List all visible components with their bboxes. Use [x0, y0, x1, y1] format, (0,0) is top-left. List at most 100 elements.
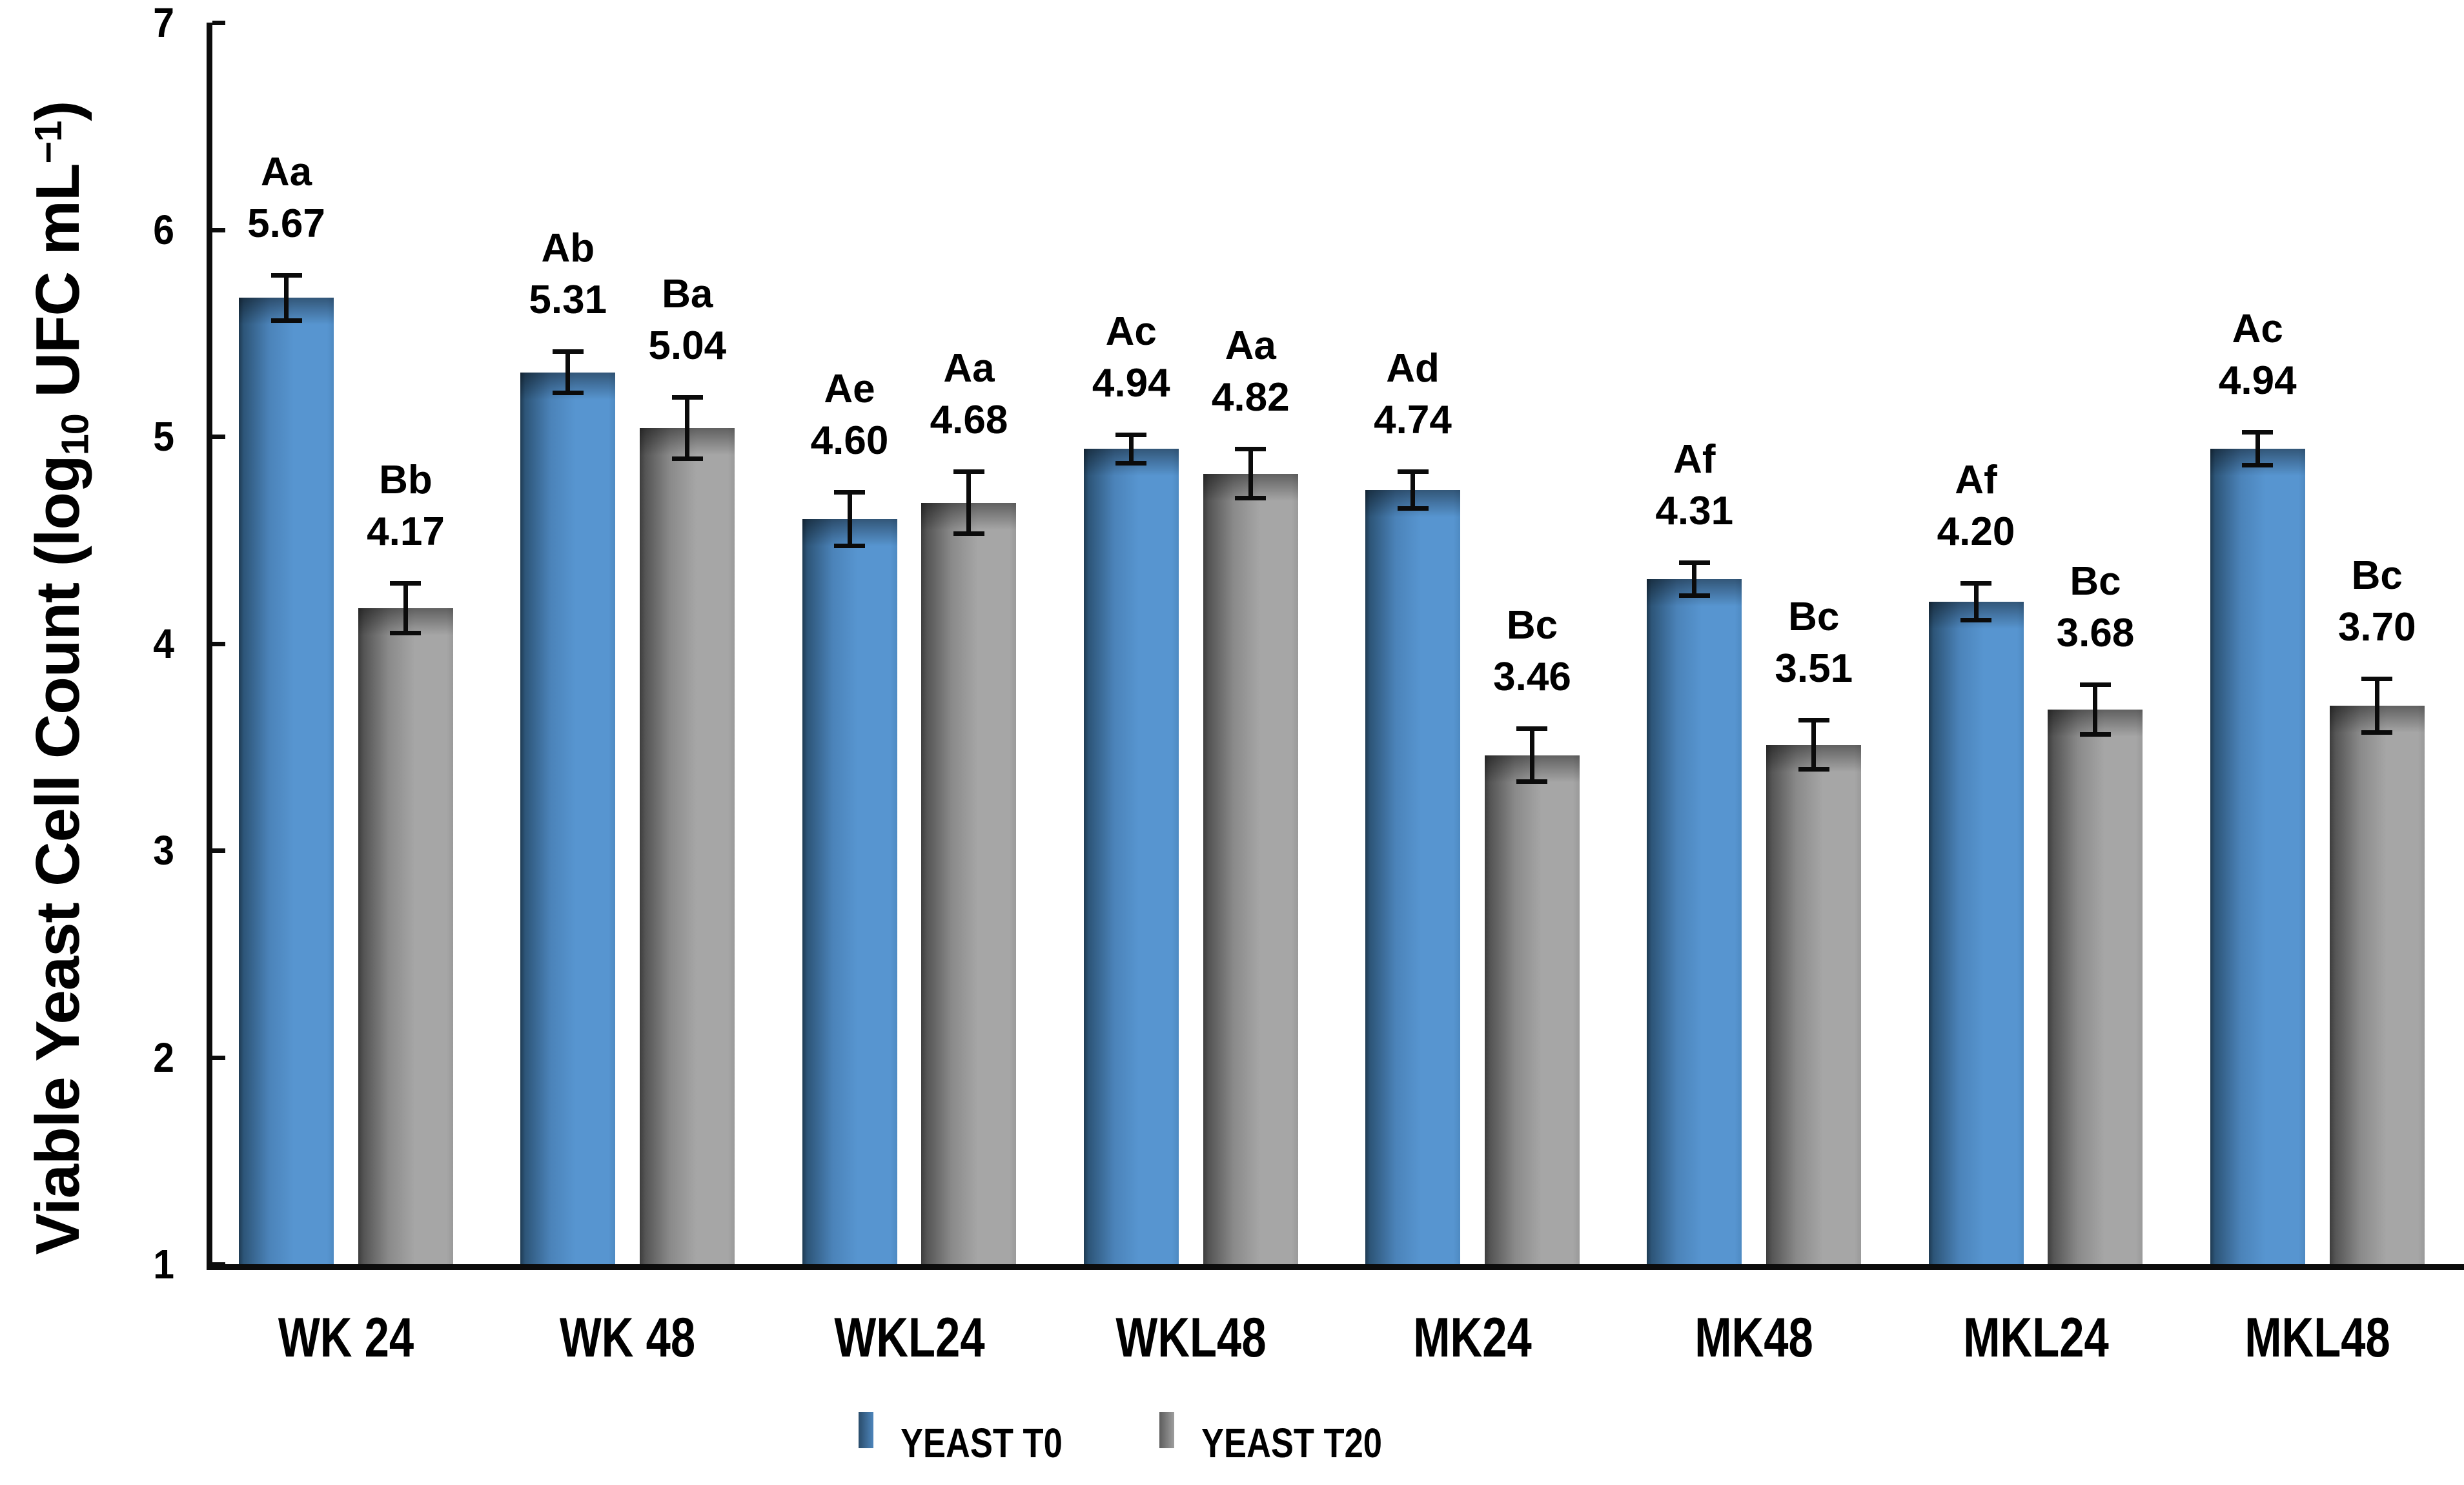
y-tick-label: 2 — [153, 1034, 174, 1081]
error-bar — [830, 490, 869, 549]
y-tick-label: 4 — [153, 620, 174, 667]
y-axis-title-close: ) — [23, 101, 92, 121]
error-bar — [1394, 469, 1432, 511]
bar-value-label: Aa 4.82 — [1141, 320, 1360, 424]
bar-value-label: Aa 5.67 — [177, 147, 396, 250]
significance-letters: Bc — [1506, 602, 1558, 648]
error-bar-cap-top — [1397, 469, 1429, 475]
error-bar-cap-bottom — [1798, 767, 1829, 772]
y-tick — [212, 227, 225, 232]
error-bar-line — [2374, 676, 2379, 735]
error-bar-line — [565, 349, 571, 395]
error-bar — [267, 272, 306, 323]
bar-yeast-t20 — [1203, 473, 1298, 1264]
bar-value: 4.68 — [930, 398, 1008, 443]
significance-letters: Bb — [379, 458, 433, 503]
error-bar-line — [1410, 469, 1416, 511]
y-tick — [212, 21, 225, 25]
significance-letters: Ac — [2232, 307, 2283, 352]
bar-yeast-t0 — [1083, 449, 1179, 1264]
bar-value: 3.46 — [1493, 654, 1571, 699]
error-bar-cap-top — [1235, 447, 1267, 452]
error-bar-cap-bottom — [1235, 496, 1267, 501]
error-bar-line — [1973, 581, 1979, 623]
error-bar — [386, 581, 425, 635]
error-bar-line — [1248, 447, 1253, 501]
bar-value-label: Bc 3.46 — [1422, 600, 1642, 703]
error-bar-line — [1692, 560, 1697, 598]
error-bar-line — [1811, 717, 1817, 772]
x-tick-label: WK 48 — [560, 1307, 696, 1369]
significance-letters: Ab — [541, 226, 595, 271]
error-bar-cap-top — [953, 469, 984, 475]
error-bar-cap-bottom — [953, 531, 984, 536]
y-tick-label: 7 — [153, 0, 174, 46]
bar-value-label: Ab 5.31 — [458, 223, 678, 326]
significance-letters: Aa — [943, 346, 995, 391]
bar-yeast-t20 — [2048, 710, 2143, 1264]
bar-value: 3.51 — [1775, 646, 1853, 691]
bar-value-label: Ac 4.94 — [1021, 306, 1241, 409]
plot-area: Aa 5.67 Bb 4.17 Ab 5.31 Ba 5.04 Ae 4.60 Aa 4.68 Ac 4.… — [207, 21, 2464, 1270]
y-tick-label: 3 — [153, 827, 174, 874]
error-bar-cap-top — [2079, 682, 2111, 688]
bar-value: 4.74 — [1374, 398, 1452, 443]
legend-label: YEAST T0 — [901, 1420, 1063, 1466]
y-tick-label: 5 — [153, 413, 174, 460]
error-bar — [1957, 581, 1995, 623]
bar-yeast-t0 — [2210, 449, 2305, 1264]
bar-value: 4.17 — [367, 509, 445, 555]
bar-value-label: Bb 4.17 — [296, 455, 515, 558]
y-tick — [212, 1055, 225, 1060]
bar-value: 5.67 — [247, 201, 325, 246]
error-bar — [2076, 682, 2115, 737]
error-bar-cap-top — [2361, 676, 2393, 681]
bar-value: 5.04 — [648, 323, 727, 368]
x-tick-label: MKL24 — [1962, 1307, 2109, 1369]
bar-value: 4.60 — [810, 418, 889, 464]
significance-letters: Ae — [824, 367, 875, 412]
x-tick-label: MKL48 — [2244, 1307, 2390, 1369]
error-bar-cap-bottom — [270, 318, 302, 323]
error-bar — [1795, 717, 1833, 772]
y-tick — [212, 1262, 225, 1267]
error-bar-cap-top — [1678, 560, 1710, 566]
error-bar-cap-bottom — [671, 456, 703, 462]
error-bar-cap-bottom — [2079, 732, 2111, 737]
error-bar — [1675, 560, 1714, 598]
x-tick-label: WKL48 — [1115, 1307, 1267, 1369]
error-bar — [1231, 447, 1270, 501]
bar-value: 4.94 — [1092, 360, 1170, 405]
error-bar-line — [403, 581, 408, 635]
significance-letters: Bc — [2070, 559, 2121, 604]
bar-value: 4.94 — [2218, 358, 2297, 404]
error-bar — [1512, 726, 1551, 784]
bar-value-label: Ba 5.04 — [578, 269, 797, 372]
error-bar-cap-bottom — [1115, 460, 1147, 466]
x-tick-label: WKL24 — [833, 1307, 985, 1369]
bar-yeast-t0 — [520, 372, 616, 1264]
bar-yeast-t20 — [1766, 744, 1862, 1264]
error-bar-cap-top — [270, 272, 302, 278]
bar-value: 3.68 — [2056, 611, 2135, 656]
bar-value-label: Aa 4.68 — [859, 343, 1079, 446]
error-bar — [2357, 676, 2396, 735]
error-bar-cap-bottom — [2361, 730, 2393, 735]
error-bar-cap-top — [552, 349, 584, 354]
legend-item: YEAST T0 — [859, 1411, 1098, 1466]
bar-value-label: Ae 4.60 — [740, 364, 959, 467]
y-tick — [212, 848, 225, 853]
significance-letters: Af — [1673, 437, 1716, 482]
bar-value: 4.20 — [1937, 509, 2015, 555]
legend-swatch-yeast-t0 — [859, 1412, 873, 1448]
bar-value-label: Af 4.20 — [1866, 455, 2086, 558]
y-tick-label: 1 — [153, 1241, 174, 1287]
bar-value-label: Ad 4.74 — [1303, 343, 1523, 446]
error-bar-cap-bottom — [390, 630, 422, 635]
bar-yeast-t0 — [802, 519, 897, 1264]
y-tick — [212, 435, 225, 439]
error-bar-cap-bottom — [1397, 506, 1429, 511]
legend-swatch-yeast-t20 — [1159, 1412, 1174, 1448]
error-bar-cap-top — [834, 490, 866, 495]
